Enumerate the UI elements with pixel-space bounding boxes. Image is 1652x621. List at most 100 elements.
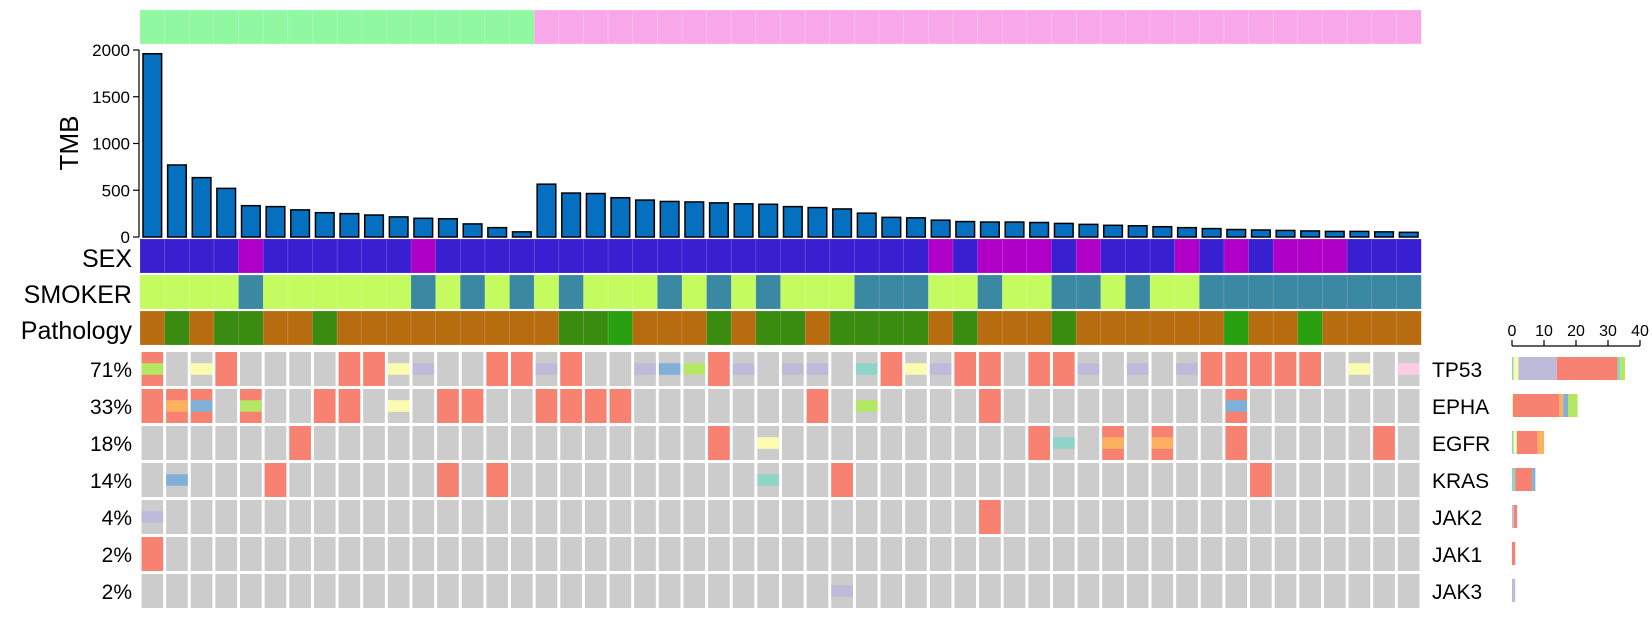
matrix-cell <box>1200 463 1223 497</box>
matrix-cell <box>264 500 287 534</box>
track-cell <box>657 238 683 274</box>
track-cell <box>1001 238 1028 274</box>
track-cell <box>509 310 535 346</box>
matrix-cell <box>363 537 385 571</box>
matrix-cell <box>1102 537 1124 571</box>
top-group-cell <box>1174 9 1200 45</box>
track-cell <box>238 274 264 310</box>
alteration-mark <box>584 389 607 423</box>
matrix-cell <box>560 426 582 460</box>
alteration-mark <box>634 363 656 375</box>
matrix-cell <box>634 500 656 534</box>
track-label-pathology: Pathology <box>21 317 133 345</box>
tmb-bar <box>314 211 335 238</box>
matrix-cell <box>560 500 582 534</box>
matrix-cell <box>363 426 385 460</box>
matrix-cell <box>190 574 213 608</box>
matrix-cell <box>929 426 952 460</box>
track-cell <box>459 238 486 274</box>
track-cell <box>188 238 215 274</box>
matrix-cell <box>732 500 755 534</box>
track-cell <box>632 274 658 310</box>
matrix-cell <box>1274 463 1297 497</box>
alteration-mark <box>560 389 582 423</box>
track-cell <box>1346 274 1373 310</box>
track-cell <box>287 310 314 346</box>
matrix-cell <box>363 574 385 608</box>
top-group-cell <box>361 9 387 45</box>
tmb-bar <box>610 196 631 238</box>
track-cell <box>558 238 585 274</box>
matrix-cell <box>486 537 509 571</box>
matrix-cell <box>289 463 311 497</box>
tmb-bar <box>191 176 212 238</box>
top-group-cell <box>287 9 314 45</box>
matrix-cell <box>929 574 952 608</box>
matrix-cell <box>1225 574 1248 608</box>
matrix-cell <box>683 426 706 460</box>
tmb-bar <box>1250 229 1271 238</box>
tmb-barplot: TMB 0 500 1000 1500 2000 <box>54 41 1419 247</box>
tmb-bar <box>1300 230 1321 238</box>
matrix-cell <box>855 426 878 460</box>
matrix-cell <box>166 537 188 571</box>
matrix-cell <box>1274 500 1297 534</box>
alteration-mark <box>708 352 730 386</box>
matrix-cell <box>1323 500 1346 534</box>
gene-percent-label: 18% <box>90 433 132 456</box>
matrix-cell <box>1250 389 1272 423</box>
gene-percent-label: 2% <box>102 544 132 567</box>
tmb-bar <box>659 200 680 238</box>
matrix-cell <box>584 500 607 534</box>
alteration-mark <box>929 363 952 375</box>
track-label-sex: SEX <box>82 245 132 273</box>
matrix-cell <box>929 463 952 497</box>
matrix-cell <box>1323 574 1346 608</box>
alteration-mark <box>240 400 262 412</box>
top-group-cell <box>607 9 634 45</box>
matrix-cell <box>1397 463 1420 497</box>
matrix-cell <box>313 537 336 571</box>
matrix-cell <box>560 463 582 497</box>
track-cell <box>1125 310 1151 346</box>
tmb-bar <box>413 217 434 238</box>
alteration-mark <box>1250 352 1272 386</box>
top-group-cell <box>1272 9 1299 45</box>
tmb-bar <box>240 204 261 238</box>
matrix-cell <box>363 389 385 423</box>
matrix-cell <box>954 389 977 423</box>
track-cell <box>1198 274 1225 310</box>
top-group-cell <box>878 9 905 45</box>
tmb-bar <box>1103 224 1124 238</box>
track-label-smoker: SMOKER <box>24 281 132 309</box>
top-group-cell <box>755 9 782 45</box>
alteration-mark <box>855 363 878 375</box>
matrix-cell <box>313 574 336 608</box>
tmb-bar <box>166 164 188 238</box>
matrix-cell <box>1274 574 1297 608</box>
matrix-cell <box>1052 463 1075 497</box>
track-cell <box>139 238 166 274</box>
matrix-cell <box>1102 574 1124 608</box>
matrix-cell <box>338 426 361 460</box>
top-group-cell <box>681 9 708 45</box>
matrix-cell <box>880 463 903 497</box>
matrix-cell <box>240 574 262 608</box>
matrix-cell <box>1151 500 1174 534</box>
alteration-mark <box>979 352 1001 386</box>
matrix-cell <box>264 352 287 386</box>
top-group-cell <box>484 9 511 45</box>
matrix-cell <box>732 426 755 460</box>
track-cell <box>583 310 609 346</box>
gene-percent-label: 71% <box>90 359 132 382</box>
matrix-cell <box>437 352 459 386</box>
track-cell <box>1100 274 1126 310</box>
matrix-cell <box>1151 463 1174 497</box>
matrix-cell <box>1348 463 1371 497</box>
top-group-cell <box>1001 9 1028 45</box>
alteration-mark <box>338 389 361 423</box>
matrix-cell <box>658 389 681 423</box>
top-group-cell <box>1198 9 1225 45</box>
alteration-mark <box>1250 463 1272 497</box>
gene-name-label: EPHA <box>1432 396 1489 419</box>
